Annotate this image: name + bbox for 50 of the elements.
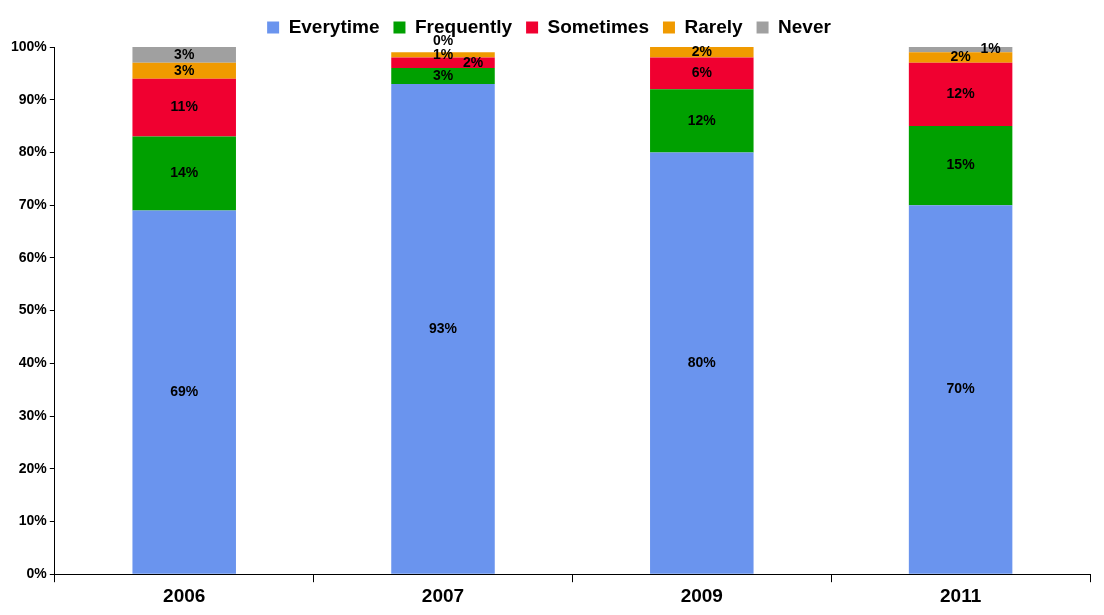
y-tick-label: 60% [18, 248, 48, 265]
legend-label: Rarely [684, 15, 743, 37]
data-label: 12% [687, 111, 717, 128]
bar [908, 126, 1013, 206]
legend-label: Never [778, 15, 832, 37]
data-label: 70% [946, 380, 976, 397]
data-label: 2% [691, 43, 713, 60]
data-label: 12% [946, 85, 976, 102]
x-tick-label: 2011 [939, 584, 982, 606]
y-tick-label: 10% [18, 512, 48, 529]
y-tick-label: 100% [10, 37, 48, 54]
legend-label: Everytime [288, 15, 380, 37]
bar [391, 68, 495, 84]
data-label: 15% [946, 156, 976, 173]
legend-label: Sometimes [547, 15, 649, 37]
y-tick-label: 80% [18, 143, 48, 160]
bar [650, 89, 754, 153]
x-tick-label: 2007 [421, 584, 465, 606]
bar [650, 152, 754, 574]
x-tick-label: 2006 [163, 584, 206, 606]
data-label: 93% [428, 319, 458, 336]
bar [908, 205, 1013, 574]
y-tick-label: 40% [18, 354, 48, 371]
y-tick-label: 90% [18, 90, 48, 107]
data-label: 80% [687, 353, 717, 370]
y-tick-label: 50% [18, 301, 48, 318]
bar [908, 52, 1013, 63]
bar [132, 78, 236, 137]
data-label: 3% [174, 45, 195, 62]
x-tick-label: 2009 [680, 584, 723, 606]
y-tick-label: 0% [26, 565, 48, 582]
bar [908, 62, 1013, 127]
data-label: 2% [462, 53, 484, 70]
bar [132, 136, 236, 211]
bar [650, 57, 754, 90]
data-label: 11% [170, 98, 199, 115]
bar [132, 47, 236, 63]
bar [132, 210, 236, 574]
y-tick-label: 70% [18, 196, 48, 213]
bar [650, 47, 754, 58]
bar [391, 83, 495, 574]
data-label: 6% [691, 64, 713, 81]
y-tick-label: 20% [18, 459, 48, 476]
data-label: 14% [170, 164, 199, 181]
data-label: 69% [170, 382, 199, 399]
data-label: 2% [950, 48, 972, 65]
bar [132, 62, 236, 79]
data-label: 3% [432, 66, 454, 83]
data-label: 3% [174, 61, 195, 78]
y-tick-label: 30% [18, 406, 48, 423]
